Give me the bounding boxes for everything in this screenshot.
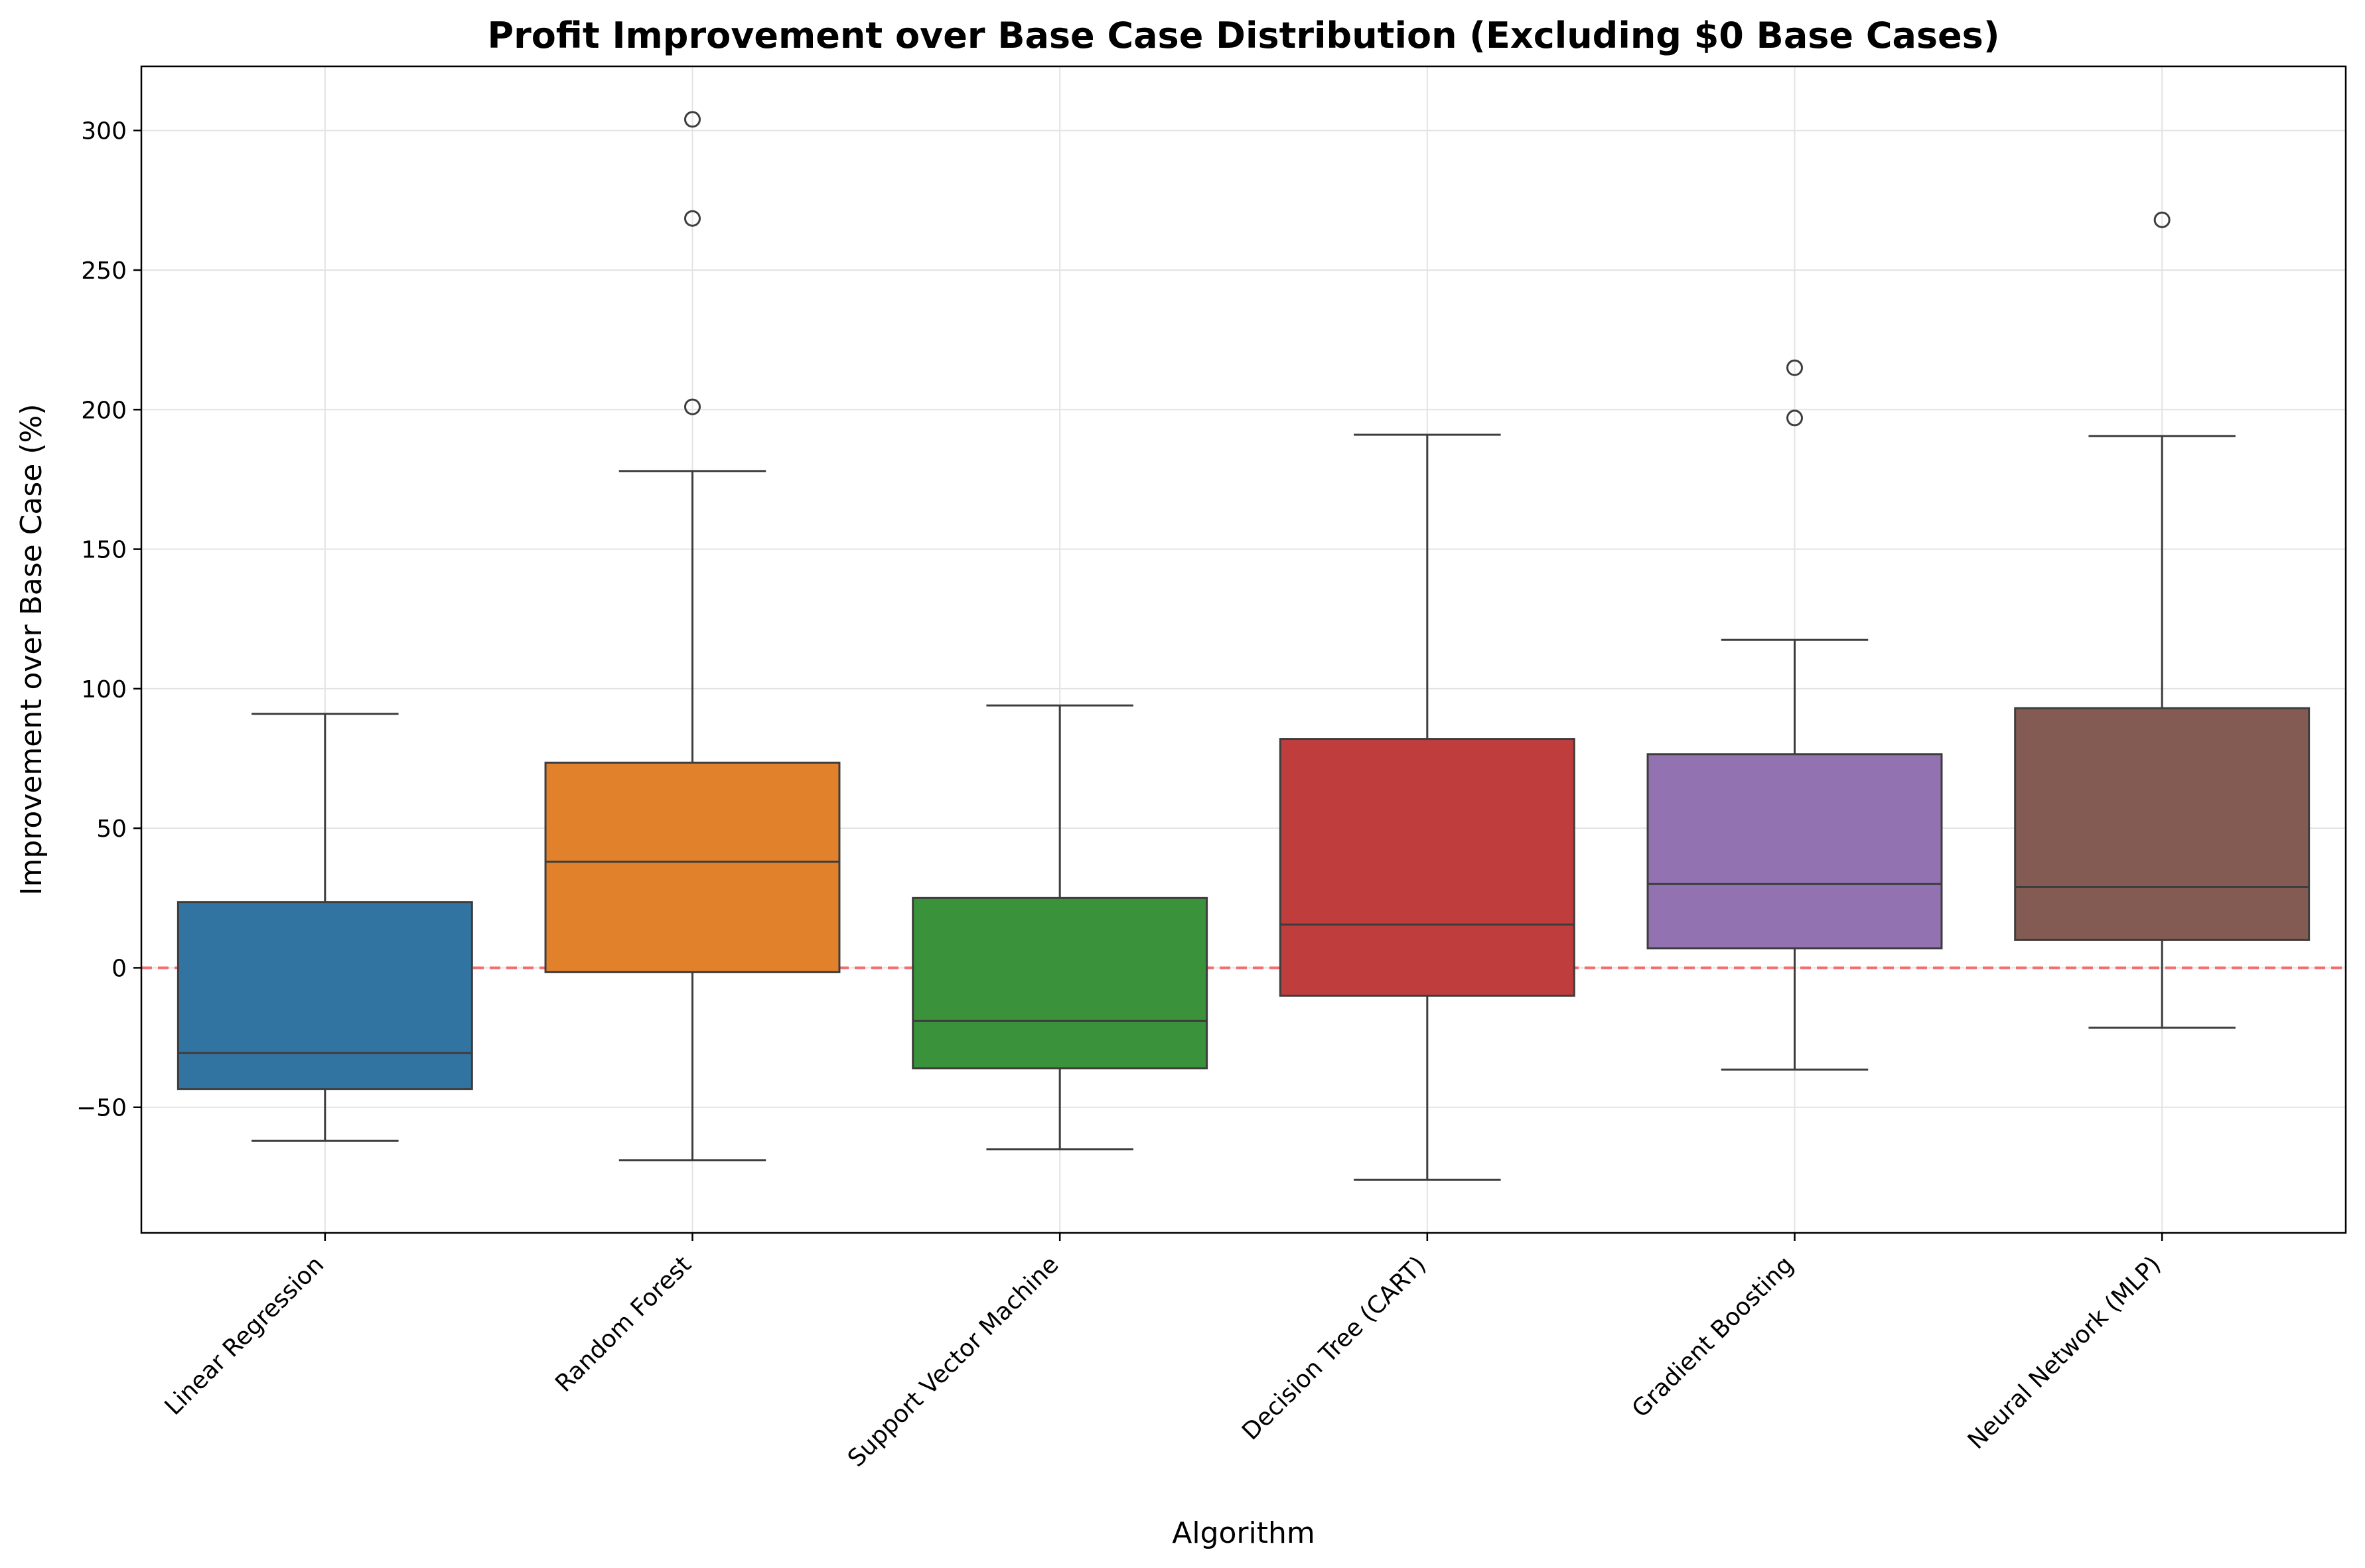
x-tick-label: Random Forest [550, 1251, 697, 1397]
box-group [1279, 433, 1575, 1181]
x-tick-label: Gradient Boosting [1627, 1251, 1799, 1423]
x-tick-label: Linear Regression [160, 1251, 329, 1420]
iqr-box [544, 761, 841, 973]
outlier-point [684, 210, 701, 227]
box-group [1646, 359, 1943, 1071]
iqr-box [1279, 738, 1575, 997]
outlier-point [1786, 359, 1803, 376]
box-group [912, 704, 1208, 1151]
y-tick-label: 250 [81, 257, 127, 285]
box-group [544, 111, 841, 1162]
y-tick-label: 300 [81, 118, 127, 145]
y-tick-label: 0 [111, 955, 127, 982]
outlier-point [684, 111, 701, 128]
y-tick-label: 200 [81, 397, 127, 424]
y-tick-label: 50 [96, 816, 127, 843]
y-axis-label: Improvement over Base Case (%) [15, 403, 48, 895]
iqr-box [177, 901, 473, 1090]
outlier-point [1786, 409, 1803, 427]
iqr-box [1646, 753, 1943, 950]
box-group [177, 713, 473, 1142]
boxes-layer [177, 111, 2311, 1181]
outlier-point [684, 398, 701, 415]
x-tick-label: Decision Tree (CART) [1237, 1251, 1431, 1445]
y-tick-label: 150 [81, 537, 127, 564]
plot-frame [140, 65, 2347, 1234]
x-tick-label: Neural Network (MLP) [1963, 1251, 2167, 1455]
x-axis-label: Algorithm [1172, 1516, 1315, 1550]
x-tick-label: Support Vector Machine [843, 1251, 1064, 1472]
iqr-box [2014, 707, 2311, 941]
iqr-box [912, 896, 1208, 1070]
outlier-point [2153, 211, 2171, 228]
chart-title: Profit Improvement over Base Case Distri… [488, 15, 2000, 56]
y-tick-label: −50 [76, 1095, 127, 1122]
box-group [2014, 211, 2311, 1029]
y-tick-label: 100 [81, 676, 127, 703]
